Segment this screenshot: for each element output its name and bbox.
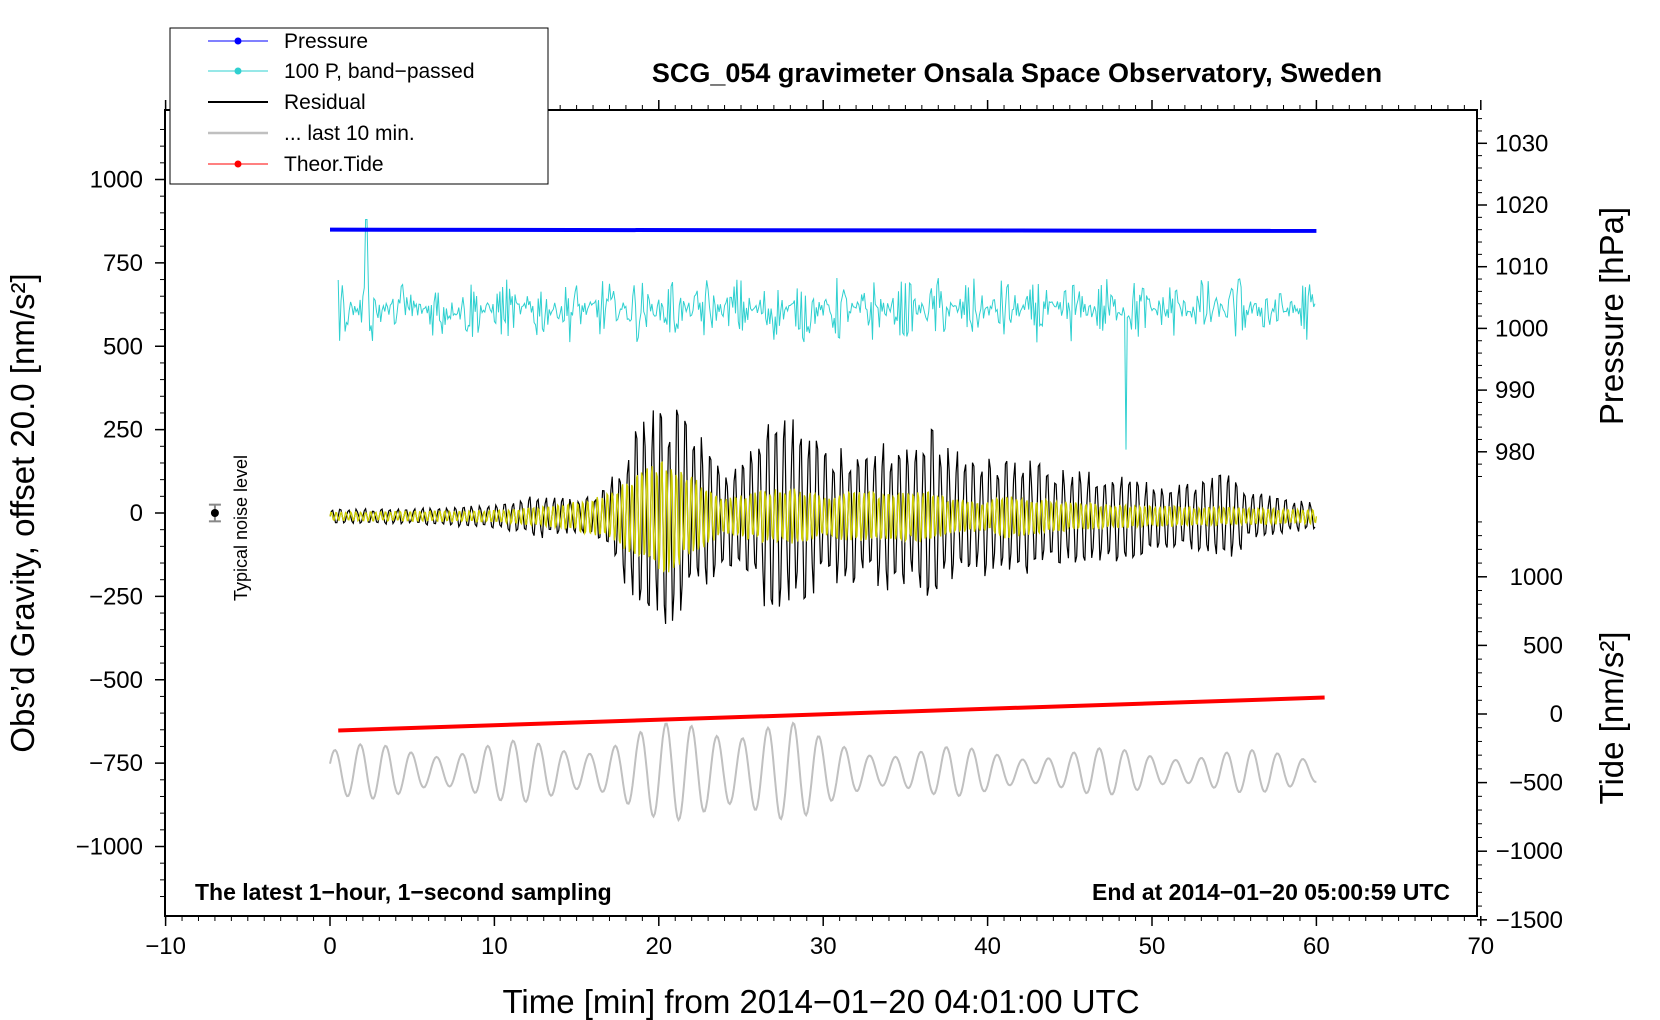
x-axis-label: Time [min] from 2014−01−20 04:01:00 UTC [502, 983, 1139, 1020]
x-tick-label: 70 [1467, 933, 1494, 960]
y-tick-label: 1000 [90, 167, 143, 194]
x-tick-label: 30 [810, 933, 837, 960]
tide-tick-label: 1000 [1510, 564, 1563, 591]
legend-entry-residual: Residual [208, 91, 366, 114]
x-tick-label: −10 [145, 933, 186, 960]
pressure-axis-label: Pressure [hPa] [1593, 207, 1630, 425]
tide-tick-label: −500 [1509, 770, 1563, 797]
series-residual [329, 409, 1316, 624]
legend-label-tide: Theor.Tide [284, 153, 384, 176]
y-tick-label: 0 [130, 500, 143, 527]
legend-box [169, 27, 549, 185]
pressure-tick-label: 980 [1495, 439, 1535, 466]
tide-tick-label: −1500 [1496, 907, 1563, 934]
noise-marker [210, 509, 219, 517]
pressure-tick-label: 1000 [1495, 315, 1548, 342]
y-tick-label: −750 [89, 750, 143, 777]
x-tick-label: 40 [974, 933, 1001, 960]
pressure-tick-label: 990 [1495, 377, 1535, 404]
legend: Pressure 100 P, band−passed Residual ...… [169, 27, 549, 185]
y-tick-label: −1000 [76, 834, 143, 861]
legend-entry-tide: Theor.Tide [208, 153, 384, 176]
footer-right-note: End at 2014−01−20 05:00:59 UTC [1092, 879, 1450, 905]
y-axis-label: Obs’d Gravity, offset 20.0 [nm/s²] [4, 273, 41, 752]
pressure-tick-label: 1010 [1495, 254, 1548, 281]
legend-marker-pressure [234, 37, 242, 45]
legend-label-pressure: Pressure [284, 30, 368, 53]
series-layer [208, 219, 1325, 823]
x-tick-label: 60 [1303, 933, 1330, 960]
y-tick-label: 500 [103, 333, 143, 360]
x-tick-label: 50 [1139, 933, 1166, 960]
y-tick-label: −500 [89, 667, 143, 694]
chart-title: SCG_054 gravimeter Onsala Space Observat… [652, 58, 1382, 88]
legend-label-last10: ... last 10 min. [284, 122, 415, 145]
y-tick-label: 250 [103, 417, 143, 444]
footer-left-note: The latest 1−hour, 1−second sampling [195, 879, 612, 905]
series-pressure-bandpassed [337, 219, 1316, 450]
legend-entry-last10: ... last 10 min. [208, 122, 415, 145]
series-last-10-min [329, 721, 1317, 823]
legend-marker-bandpassed [234, 67, 242, 75]
legend-label-bandpassed: 100 P, band−passed [284, 60, 475, 83]
legend-entry-bandpassed: 100 P, band−passed [208, 60, 475, 83]
x-tick-label: 0 [323, 933, 336, 960]
tide-axis-label: Tide [nm/s²] [1593, 632, 1630, 805]
axis-ticks: −10 0 10 20 30 40 50 60 7010007505002500−250−500… [76, 100, 1563, 960]
x-tick-label: 20 [645, 933, 672, 960]
y-tick-label: −250 [89, 583, 143, 610]
series-residual-band [329, 460, 1318, 574]
series-pressure [329, 227, 1317, 233]
series-theor-tide [338, 695, 1325, 733]
legend-marker-tide [234, 160, 242, 168]
x-tick-label: 10 [481, 933, 508, 960]
legend-entry-pressure: Pressure [208, 30, 368, 53]
tide-tick-label: 0 [1550, 701, 1563, 728]
noise-level-label: Typical noise level [231, 455, 251, 601]
pressure-tick-label: 1020 [1495, 192, 1548, 219]
pressure-tick-label: 1030 [1495, 130, 1548, 157]
legend-label-residual: Residual [284, 91, 366, 114]
tide-tick-label: −1000 [1496, 838, 1563, 865]
tide-tick-label: 500 [1523, 632, 1563, 659]
y-tick-label: 750 [103, 250, 143, 277]
